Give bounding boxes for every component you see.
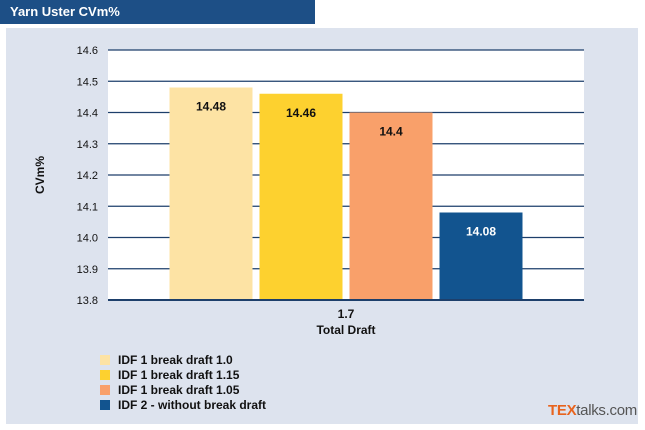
y-tick-label: 14.5 (77, 76, 98, 88)
y-tick-label: 14.3 (77, 139, 98, 151)
y-axis-title: CVm% (33, 156, 47, 194)
brand-logo-part1: TEX (548, 402, 577, 419)
legend-item: IDF 1 break draft 1.05 (100, 382, 266, 397)
bar (259, 93, 343, 300)
legend: IDF 1 break draft 1.0 IDF 1 break draft … (100, 352, 266, 412)
chart-title: Yarn Uster CVm% (0, 0, 315, 24)
legend-label: IDF 2 - without break draft (118, 397, 267, 412)
legend-label: IDF 1 break draft 1.15 (118, 367, 240, 382)
y-tick-label: 13.8 (77, 295, 98, 307)
legend-swatch (100, 369, 110, 380)
bar-value-label: 14.48 (196, 100, 226, 114)
bar (169, 87, 253, 300)
y-tick-label: 14.1 (77, 201, 98, 213)
legend-item: IDF 1 break draft 1.15 (100, 367, 266, 382)
x-axis-title: Total Draft (316, 323, 375, 337)
y-tick-label: 14.0 (77, 233, 98, 245)
bar-value-label: 14.4 (379, 125, 403, 139)
bar (349, 112, 433, 300)
y-tick-label: 14.2 (77, 170, 98, 182)
bars (169, 87, 523, 300)
brand-logo-part2: talks.com (576, 402, 637, 419)
y-tick-label: 13.9 (77, 264, 98, 276)
x-category-label: 1.7 (338, 307, 355, 321)
bar-value-label: 14.08 (466, 225, 496, 239)
legend-swatch (100, 399, 110, 410)
bar-value-label: 14.46 (286, 106, 316, 120)
bar (439, 212, 523, 300)
legend-swatch (100, 354, 110, 365)
y-tick-label: 14.4 (77, 108, 98, 120)
brand-logo: TEXtalks.com (548, 402, 637, 419)
legend-item: IDF 1 break draft 1.0 (100, 352, 266, 367)
legend-label: IDF 1 break draft 1.05 (118, 382, 240, 397)
legend-swatch (100, 384, 110, 395)
y-tick-label: 14.6 (77, 45, 98, 57)
y-axis-ticks: 13.8 13.9 14.0 14.1 14.2 14.3 14.4 14.5 14.6 (77, 45, 98, 307)
bar-labels: 14.48 14.46 14.4 14.08 (196, 100, 496, 239)
legend-item: IDF 2 - without break draft (100, 397, 266, 412)
legend-label: IDF 1 break draft 1.0 (118, 352, 233, 367)
